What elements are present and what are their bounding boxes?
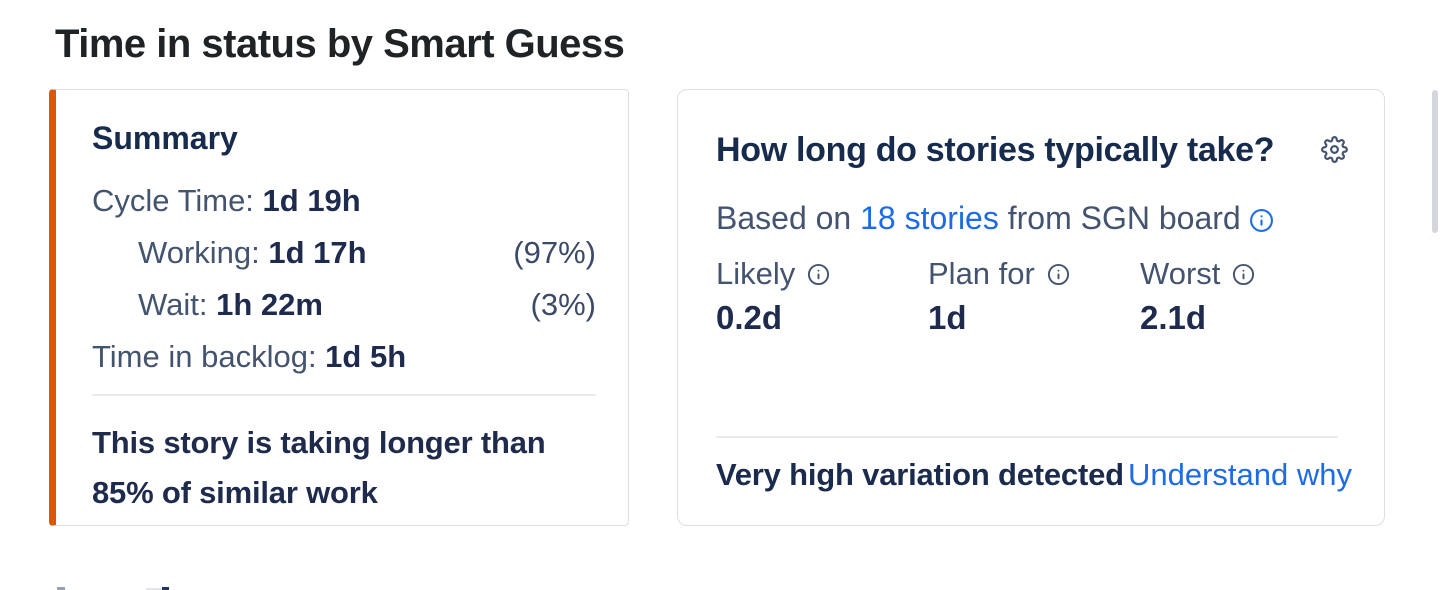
wait-label: Wait: xyxy=(138,287,217,322)
plan-for-info-icon[interactable] xyxy=(1047,263,1070,286)
forecast-divider xyxy=(716,436,1338,438)
cutoff-next-section-fragment xyxy=(57,587,65,590)
working-label: Working: xyxy=(138,235,269,270)
worst-info-icon[interactable] xyxy=(1232,263,1255,286)
summary-divider xyxy=(92,394,596,396)
forecast-footer: Very high variation detected Understand … xyxy=(716,456,1352,494)
backlog-time-row: Time in backlog: 1d 5h xyxy=(92,338,596,376)
cutoff-next-section-fragment xyxy=(146,588,162,590)
likely-value: 0.2d xyxy=(716,299,783,336)
forecast-card-title: How long do stories typically take? xyxy=(716,131,1275,169)
stat-worst: Worst 2.1d xyxy=(1140,256,1352,338)
working-time-row: Working: 1d 17h (97%) xyxy=(92,234,596,272)
stat-likely: Likely 0.2d xyxy=(716,256,928,338)
gear-icon xyxy=(1321,136,1348,166)
likely-label: Likely xyxy=(716,256,796,291)
summary-card: Summary Cycle Time: 1d 19h Working: 1d 1… xyxy=(49,89,629,526)
wait-value: 1h 22m xyxy=(216,287,323,322)
cycle-time-row: Cycle Time: 1d 19h xyxy=(92,182,596,220)
based-on-info-icon[interactable] xyxy=(1249,200,1274,236)
summary-card-title: Summary xyxy=(92,120,238,156)
plan-for-label: Plan for xyxy=(928,256,1035,291)
likely-info-icon[interactable] xyxy=(807,263,830,286)
forecast-header: How long do stories typically take? xyxy=(716,130,1352,170)
page-title: Time in status by Smart Guess xyxy=(55,22,625,66)
worst-value: 2.1d xyxy=(1140,299,1207,336)
backlog-label: Time in backlog: xyxy=(92,339,326,374)
scrollbar-thumb[interactable] xyxy=(1432,90,1438,233)
cycle-time-value: 1d 19h xyxy=(262,183,361,218)
cycle-time-label: Cycle Time: xyxy=(92,183,263,218)
cutoff-next-section-fragment xyxy=(162,587,169,590)
forecast-stats: Likely 0.2d Plan for 1d Worst 2.1d xyxy=(716,256,1352,338)
variation-status: Very high variation detected xyxy=(716,457,1124,492)
worst-label: Worst xyxy=(1140,256,1221,291)
understand-why-link[interactable]: Understand why xyxy=(1127,457,1352,492)
stories-count-link[interactable]: 18 stories xyxy=(860,200,999,236)
based-on-prefix: Based on xyxy=(716,200,861,236)
backlog-value: 1d 5h xyxy=(325,339,407,374)
based-on-line: Based on 18 stories from SGN board xyxy=(716,198,1352,238)
working-value: 1d 17h xyxy=(268,235,367,270)
wait-pct: (3%) xyxy=(530,287,596,322)
plan-for-value: 1d xyxy=(928,299,967,336)
working-pct: (97%) xyxy=(513,235,596,270)
forecast-card: How long do stories typically take? Base… xyxy=(677,89,1385,526)
settings-button[interactable] xyxy=(1321,136,1348,163)
summary-note: This story is taking longer than 85% of … xyxy=(92,425,546,510)
stat-plan-for: Plan for 1d xyxy=(928,256,1140,338)
wait-time-row: Wait: 1h 22m (3%) xyxy=(92,286,596,324)
based-on-suffix: from SGN board xyxy=(998,200,1241,236)
